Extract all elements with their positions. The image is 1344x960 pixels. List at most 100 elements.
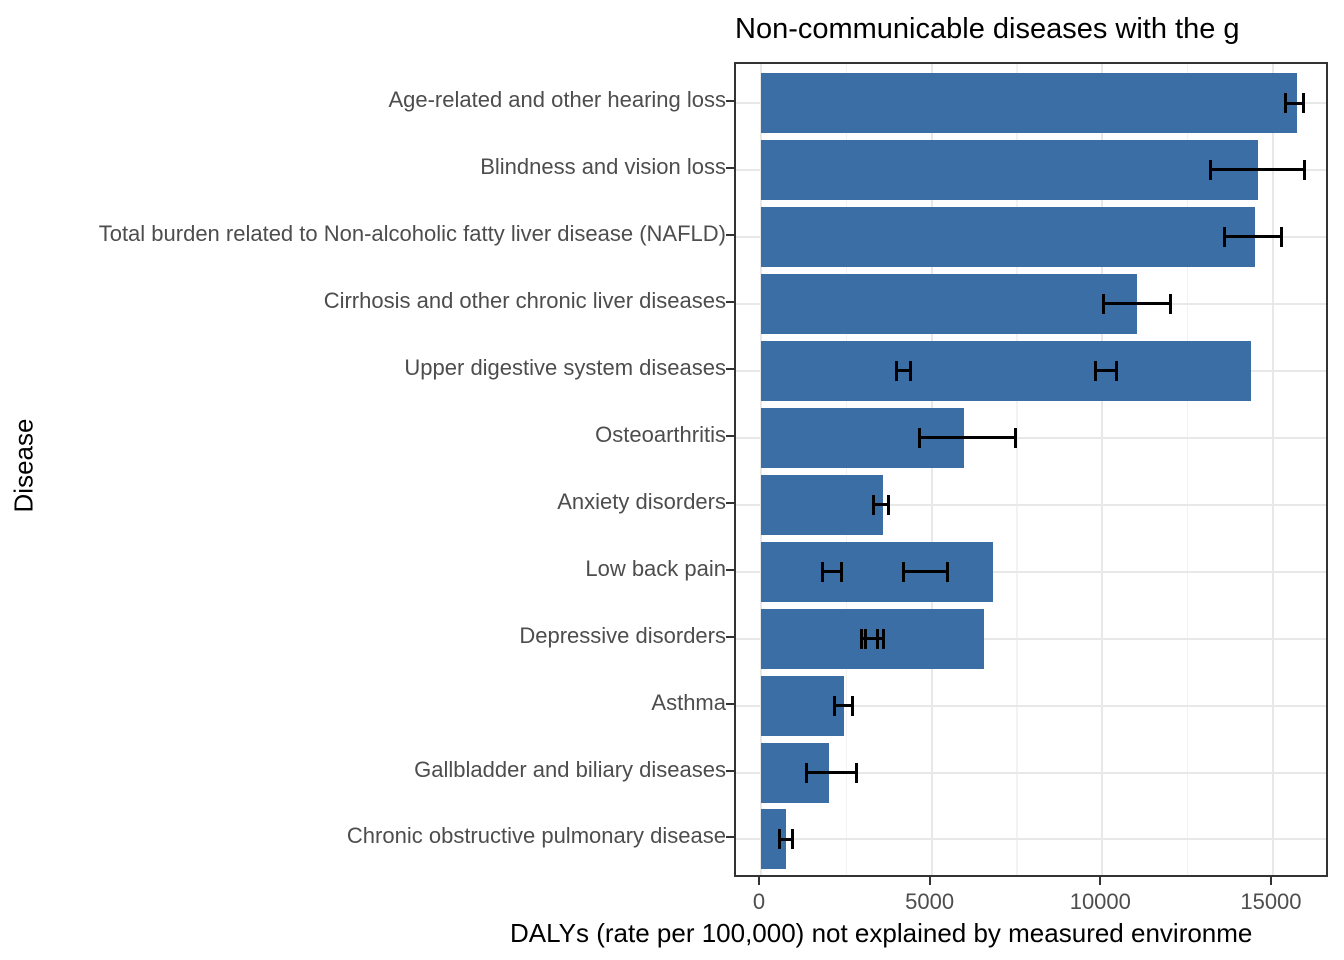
x-tick-label: 10000: [1069, 889, 1131, 914]
error-bar-line: [1208, 168, 1306, 172]
gridline-vertical-major: [1101, 64, 1104, 875]
y-tick-mark: [726, 367, 734, 370]
error-bar-line: [1283, 101, 1306, 105]
y-tick-label: Total burden related to Non-alcoholic fa…: [98, 220, 726, 246]
error-bar-line: [778, 837, 794, 841]
y-tick-mark: [726, 769, 734, 772]
y-tick-mark: [726, 100, 734, 102]
error-bar-cap-right: [945, 561, 949, 582]
y-tick-label: Cirrhosis and other chronic liver diseas…: [323, 287, 726, 313]
error-bar-line: [804, 771, 858, 774]
y-tick-mark: [726, 635, 734, 638]
error-bar-cap-left: [1283, 93, 1287, 113]
x-tick-label: 5000: [905, 889, 955, 914]
x-tick-label: 0: [752, 889, 766, 914]
error-bar-cap-right: [887, 494, 891, 515]
error-bar-line: [832, 704, 854, 708]
error-bar: [917, 427, 1017, 448]
error-bar-cap-left: [1093, 360, 1097, 381]
error-bar-cap-right: [854, 762, 858, 783]
y-tick-mark: [726, 836, 734, 839]
gridline-horizontal-major: [736, 570, 1326, 573]
y-tick-label: Osteoarthritis: [595, 421, 726, 447]
x-tick-label: 15000: [1240, 889, 1302, 914]
error-bar-cap-left: [1208, 159, 1212, 180]
y-tick-mark: [726, 300, 734, 303]
error-bar: [902, 561, 949, 582]
y-tick-label: Gallbladder and biliary diseases: [414, 756, 726, 782]
gridline-vertical-minor: [1186, 64, 1189, 875]
error-bar: [778, 829, 794, 850]
gridline-vertical-major: [1271, 64, 1274, 875]
gridline-horizontal-major: [736, 637, 1326, 640]
error-bar-line: [863, 637, 886, 641]
y-tick-label: Depressive disorders: [519, 622, 726, 648]
y-tick-mark: [726, 233, 734, 236]
error-bar: [863, 628, 886, 649]
error-bar: [820, 561, 844, 582]
error-bar-cap-right: [1013, 427, 1017, 448]
error-bar-cap-left: [872, 494, 876, 515]
error-bar-cap-left: [778, 829, 782, 850]
x-axis-title: DALYs (rate per 100,000) not explained b…: [510, 918, 1253, 948]
error-bar-cap-left: [832, 695, 836, 716]
error-bar: [804, 762, 858, 783]
x-tick-mark: [758, 877, 760, 885]
error-bar-line: [895, 369, 912, 373]
error-bar-cap-right: [790, 829, 794, 850]
error-bar-line: [902, 570, 949, 574]
bar-8: [761, 541, 993, 602]
error-bar-cap-right: [1302, 93, 1306, 113]
bar-7: [761, 474, 883, 535]
bar-5: [761, 340, 1252, 401]
error-bar-line: [872, 503, 891, 507]
error-bar: [872, 494, 891, 515]
y-tick-mark: [726, 702, 734, 705]
y-tick-label: Blindness and vision loss: [480, 153, 726, 179]
error-bar: [1222, 226, 1284, 247]
x-tick-mark: [928, 877, 931, 885]
bar-4: [761, 273, 1137, 334]
error-bar-cap-right: [1302, 159, 1306, 180]
bar-2: [761, 139, 1258, 200]
error-bar-cap-left: [895, 360, 899, 381]
gridline-horizontal-major: [736, 704, 1326, 707]
y-tick-label: Asthma: [651, 689, 726, 715]
error-bar: [1283, 93, 1306, 113]
gridline-horizontal-major: [736, 503, 1326, 506]
error-bar-cap-left: [1102, 293, 1106, 314]
y-tick-label: Chronic obstructive pulmonary disease: [346, 823, 726, 849]
gridline-horizontal-major: [736, 771, 1326, 774]
error-bar-cap-left: [1222, 226, 1226, 247]
error-bar-cap-right: [1168, 293, 1172, 314]
error-bar-line: [917, 436, 1017, 440]
error-bar: [1102, 293, 1172, 314]
gridline-vertical-major: [930, 64, 933, 875]
bar-10: [761, 675, 844, 736]
error-bar-cap-left: [863, 628, 867, 649]
y-tick-mark: [726, 434, 734, 437]
x-tick-mark: [1099, 877, 1102, 885]
error-bar-cap-right: [1115, 360, 1119, 381]
error-bar-cap-right: [882, 628, 886, 649]
bar-3: [761, 206, 1255, 267]
y-tick-mark: [726, 568, 734, 571]
error-bar-cap-left: [859, 628, 863, 649]
error-bar-cap-right: [840, 561, 844, 582]
plot-panel: [734, 62, 1328, 877]
error-bar: [1208, 159, 1306, 180]
gridline-vertical-minor: [845, 64, 848, 875]
error-bar: [832, 695, 854, 716]
x-tick-mark: [1269, 877, 1272, 885]
error-bar-cap-right: [1280, 226, 1284, 247]
error-bar: [1093, 360, 1119, 381]
chart-title: Non-communicable diseases with the g: [735, 13, 1240, 45]
y-tick-mark: [726, 501, 734, 504]
bar-1: [761, 73, 1297, 133]
error-bar-cap-right: [850, 695, 854, 716]
y-tick-label: Low back pain: [585, 555, 726, 581]
error-bar-line: [1222, 235, 1284, 239]
gridline-vertical-major: [760, 64, 762, 875]
gridline-horizontal-major: [736, 838, 1326, 841]
